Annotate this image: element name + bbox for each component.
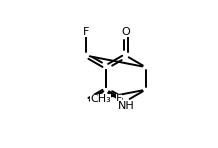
Text: F: F (116, 94, 122, 104)
Text: O: O (121, 27, 130, 37)
Text: NH: NH (118, 101, 134, 111)
Text: CH₃: CH₃ (90, 94, 111, 104)
Text: F: F (83, 28, 90, 37)
